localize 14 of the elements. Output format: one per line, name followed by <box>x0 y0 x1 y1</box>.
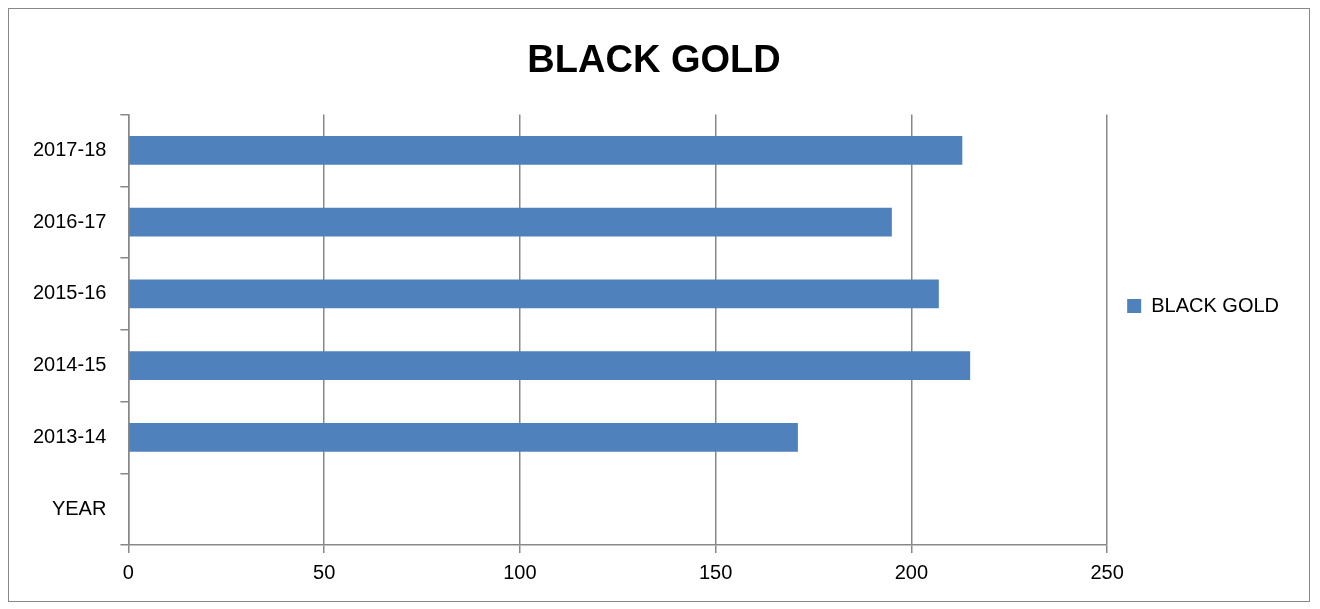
legend-label: BLACK GOLD <box>1151 293 1280 316</box>
y-tick-label: 2016-17 <box>32 209 107 232</box>
x-tick-label: 250 <box>1090 560 1124 583</box>
y-tick-label: 2015-16 <box>32 281 107 304</box>
x-tick-label: 50 <box>313 560 336 583</box>
y-tick-label: 2017-18 <box>32 137 107 160</box>
x-tick-label: 200 <box>894 560 929 583</box>
y-tick-label: 2013-14 <box>32 424 107 447</box>
x-tick-label: 150 <box>698 560 733 583</box>
y-tick-label: YEAR <box>51 496 107 519</box>
x-tick-label: 100 <box>503 560 537 583</box>
chart-title: BLACK GOLD <box>527 38 781 81</box>
y-tick-label: 2014-15 <box>32 353 107 376</box>
x-tick-label: 0 <box>122 560 134 583</box>
